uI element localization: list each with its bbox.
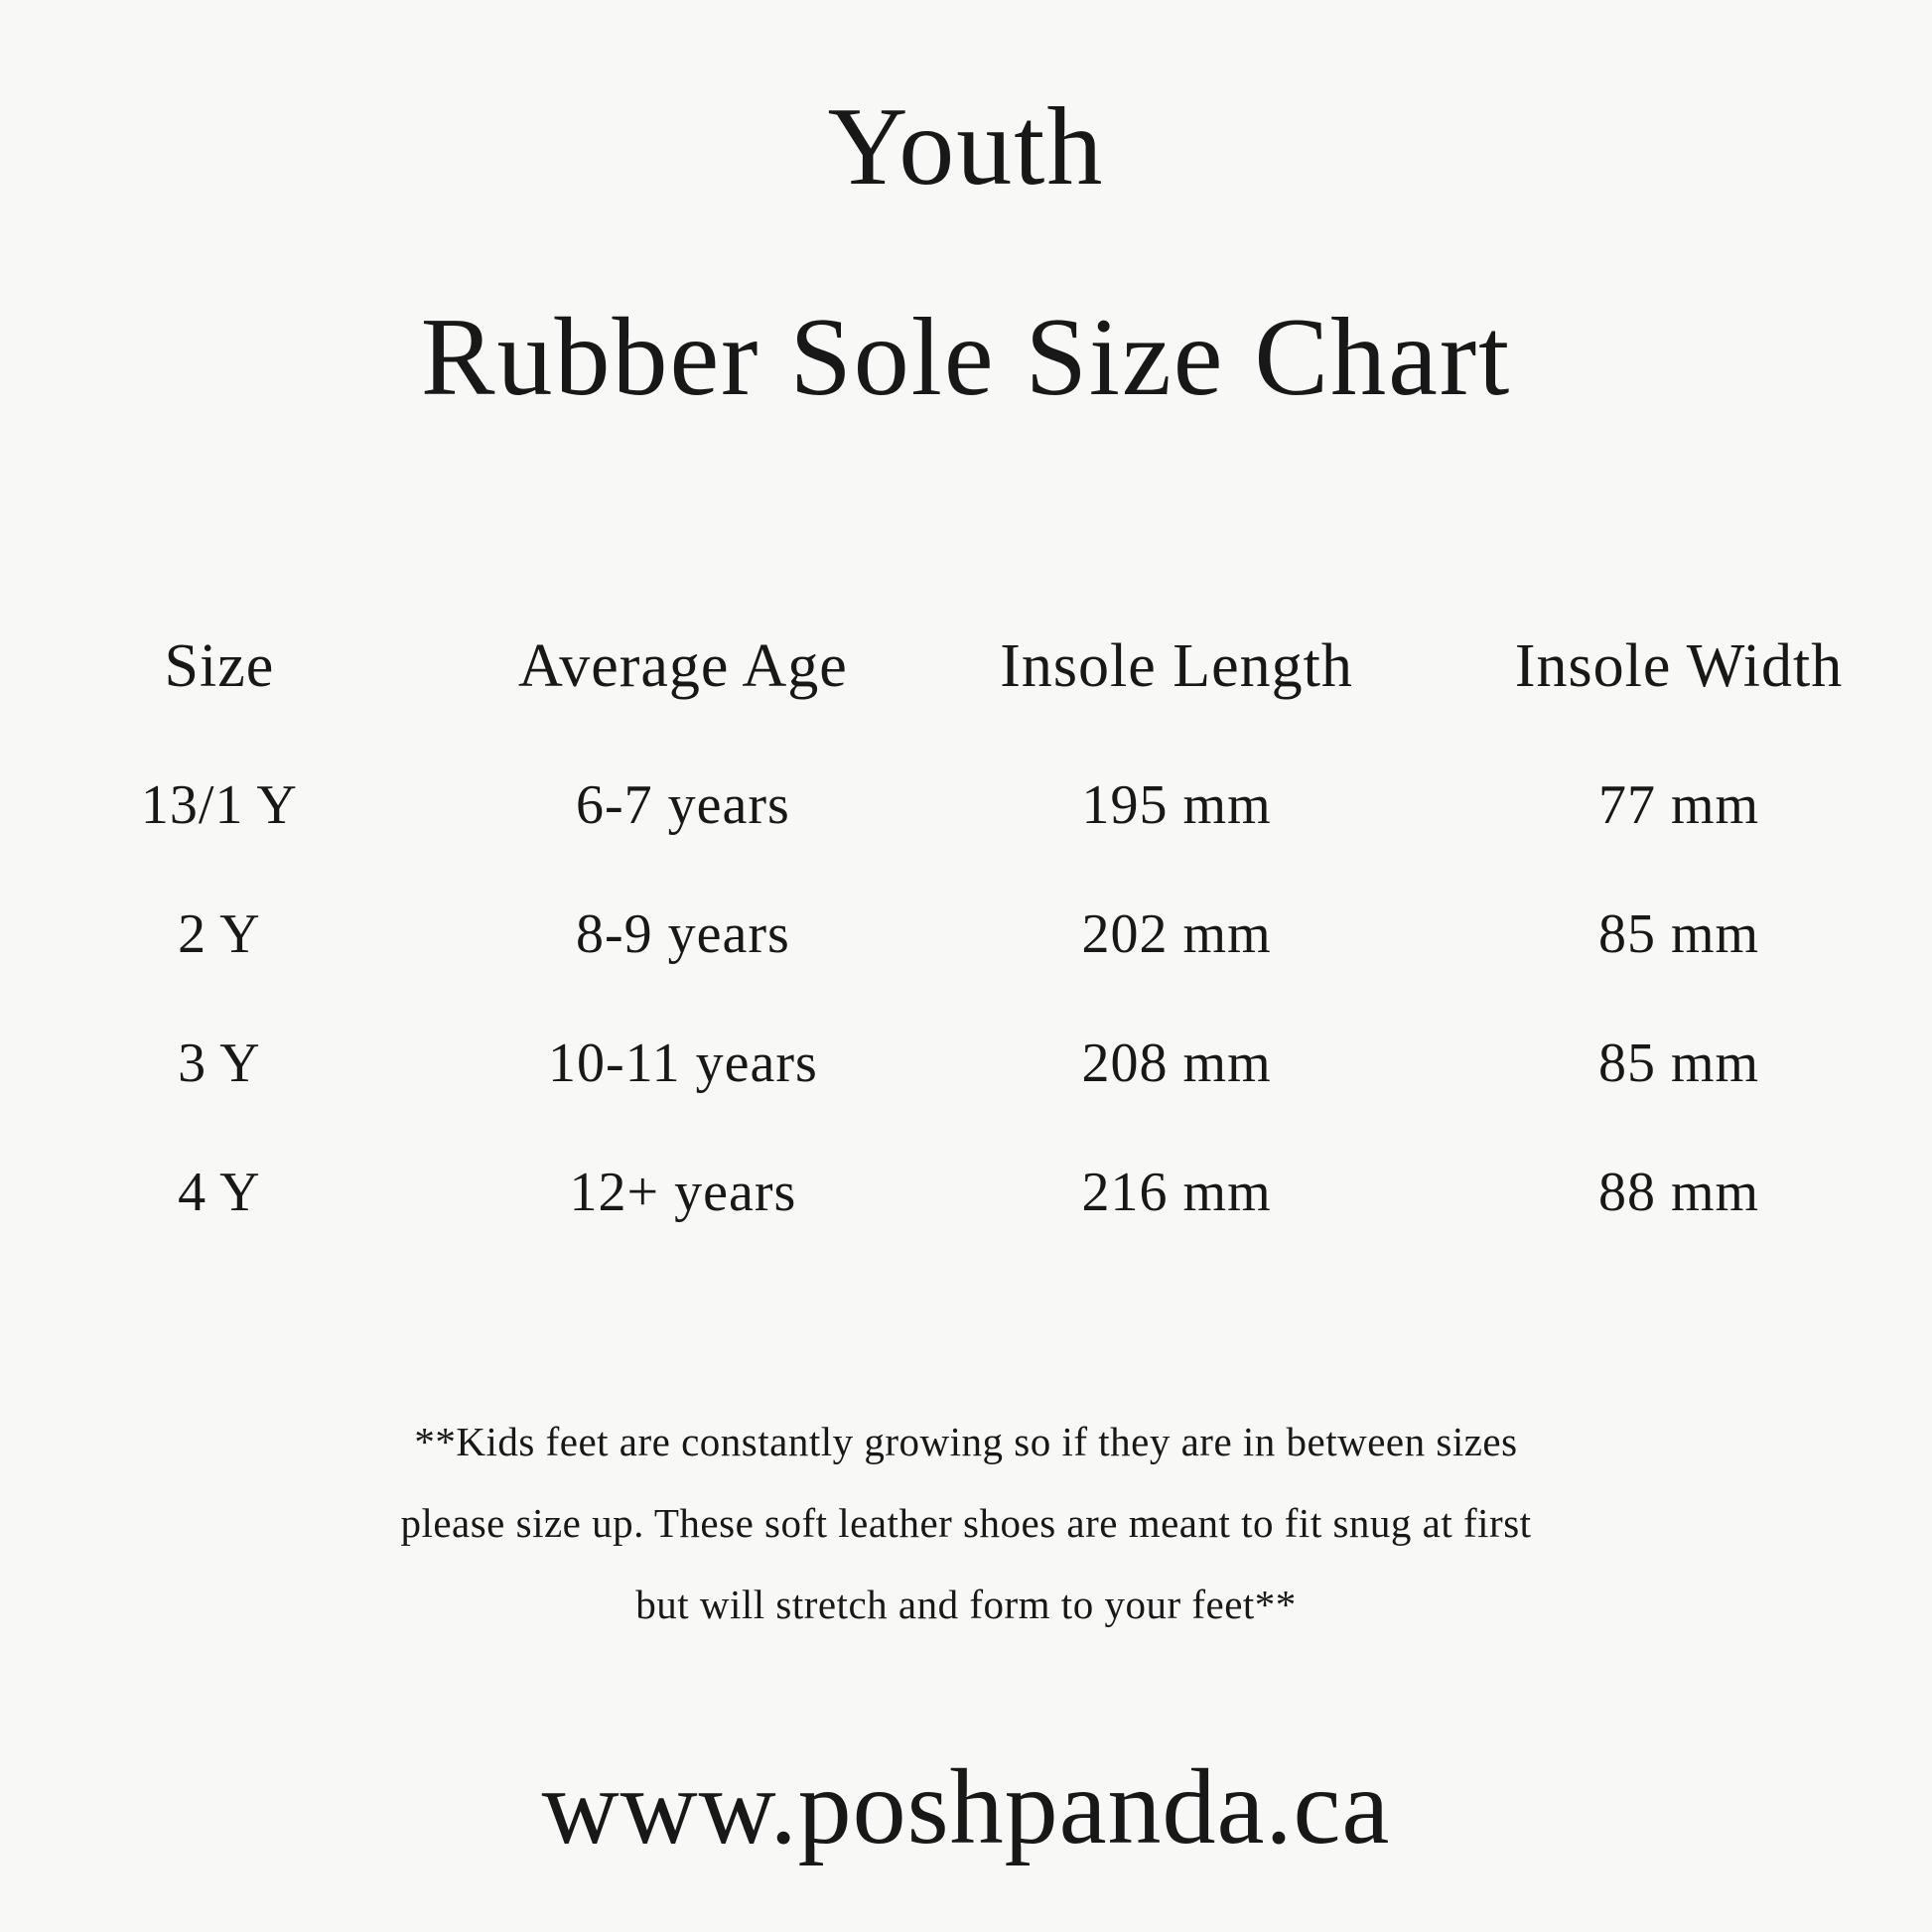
cell-r2-size: 3 Y [178,1033,261,1094]
cell-r3-size: 4 Y [178,1162,261,1223]
page-title-line2: Rubber Sole Size Chart [420,296,1512,419]
column-header-average-age: Average Age [518,631,848,700]
column-header-size: Size [164,631,275,700]
sizing-note-line3: but will stretch and form to your feet** [635,1582,1297,1627]
website-url: www.poshpanda.ca [541,1748,1391,1866]
sizing-note: **Kids feet are constantly growing so if… [0,1401,1932,1645]
cell-r0-average-age: 6-7 years [575,774,790,836]
page-title-line1: Youth [827,85,1105,208]
column-header-insole-width: Insole Width [1514,631,1844,700]
cell-r2-insole-length: 208 mm [1081,1033,1272,1094]
cell-r1-size: 2 Y [178,903,261,965]
cell-r1-average-age: 8-9 years [575,903,790,965]
cell-r2-average-age: 10-11 years [548,1033,818,1094]
cell-r1-insole-width: 85 mm [1597,903,1760,965]
cell-r0-size: 13/1 Y [140,774,298,836]
cell-r3-average-age: 12+ years [569,1162,797,1223]
cell-r1-insole-length: 202 mm [1081,903,1272,965]
size-table: Size Average Age Insole Length Insole Wi… [0,612,1932,1257]
sizing-note-line2: please size up. These soft leather shoes… [400,1500,1532,1546]
cell-r3-insole-width: 88 mm [1597,1162,1760,1223]
sizing-note-line1: **Kids feet are constantly growing so if… [414,1419,1518,1464]
column-header-insole-length: Insole Length [1000,631,1353,700]
cell-r2-insole-width: 85 mm [1597,1033,1760,1094]
cell-r3-insole-length: 216 mm [1081,1162,1272,1223]
cell-r0-insole-width: 77 mm [1597,774,1760,836]
cell-r0-insole-length: 195 mm [1081,774,1272,836]
